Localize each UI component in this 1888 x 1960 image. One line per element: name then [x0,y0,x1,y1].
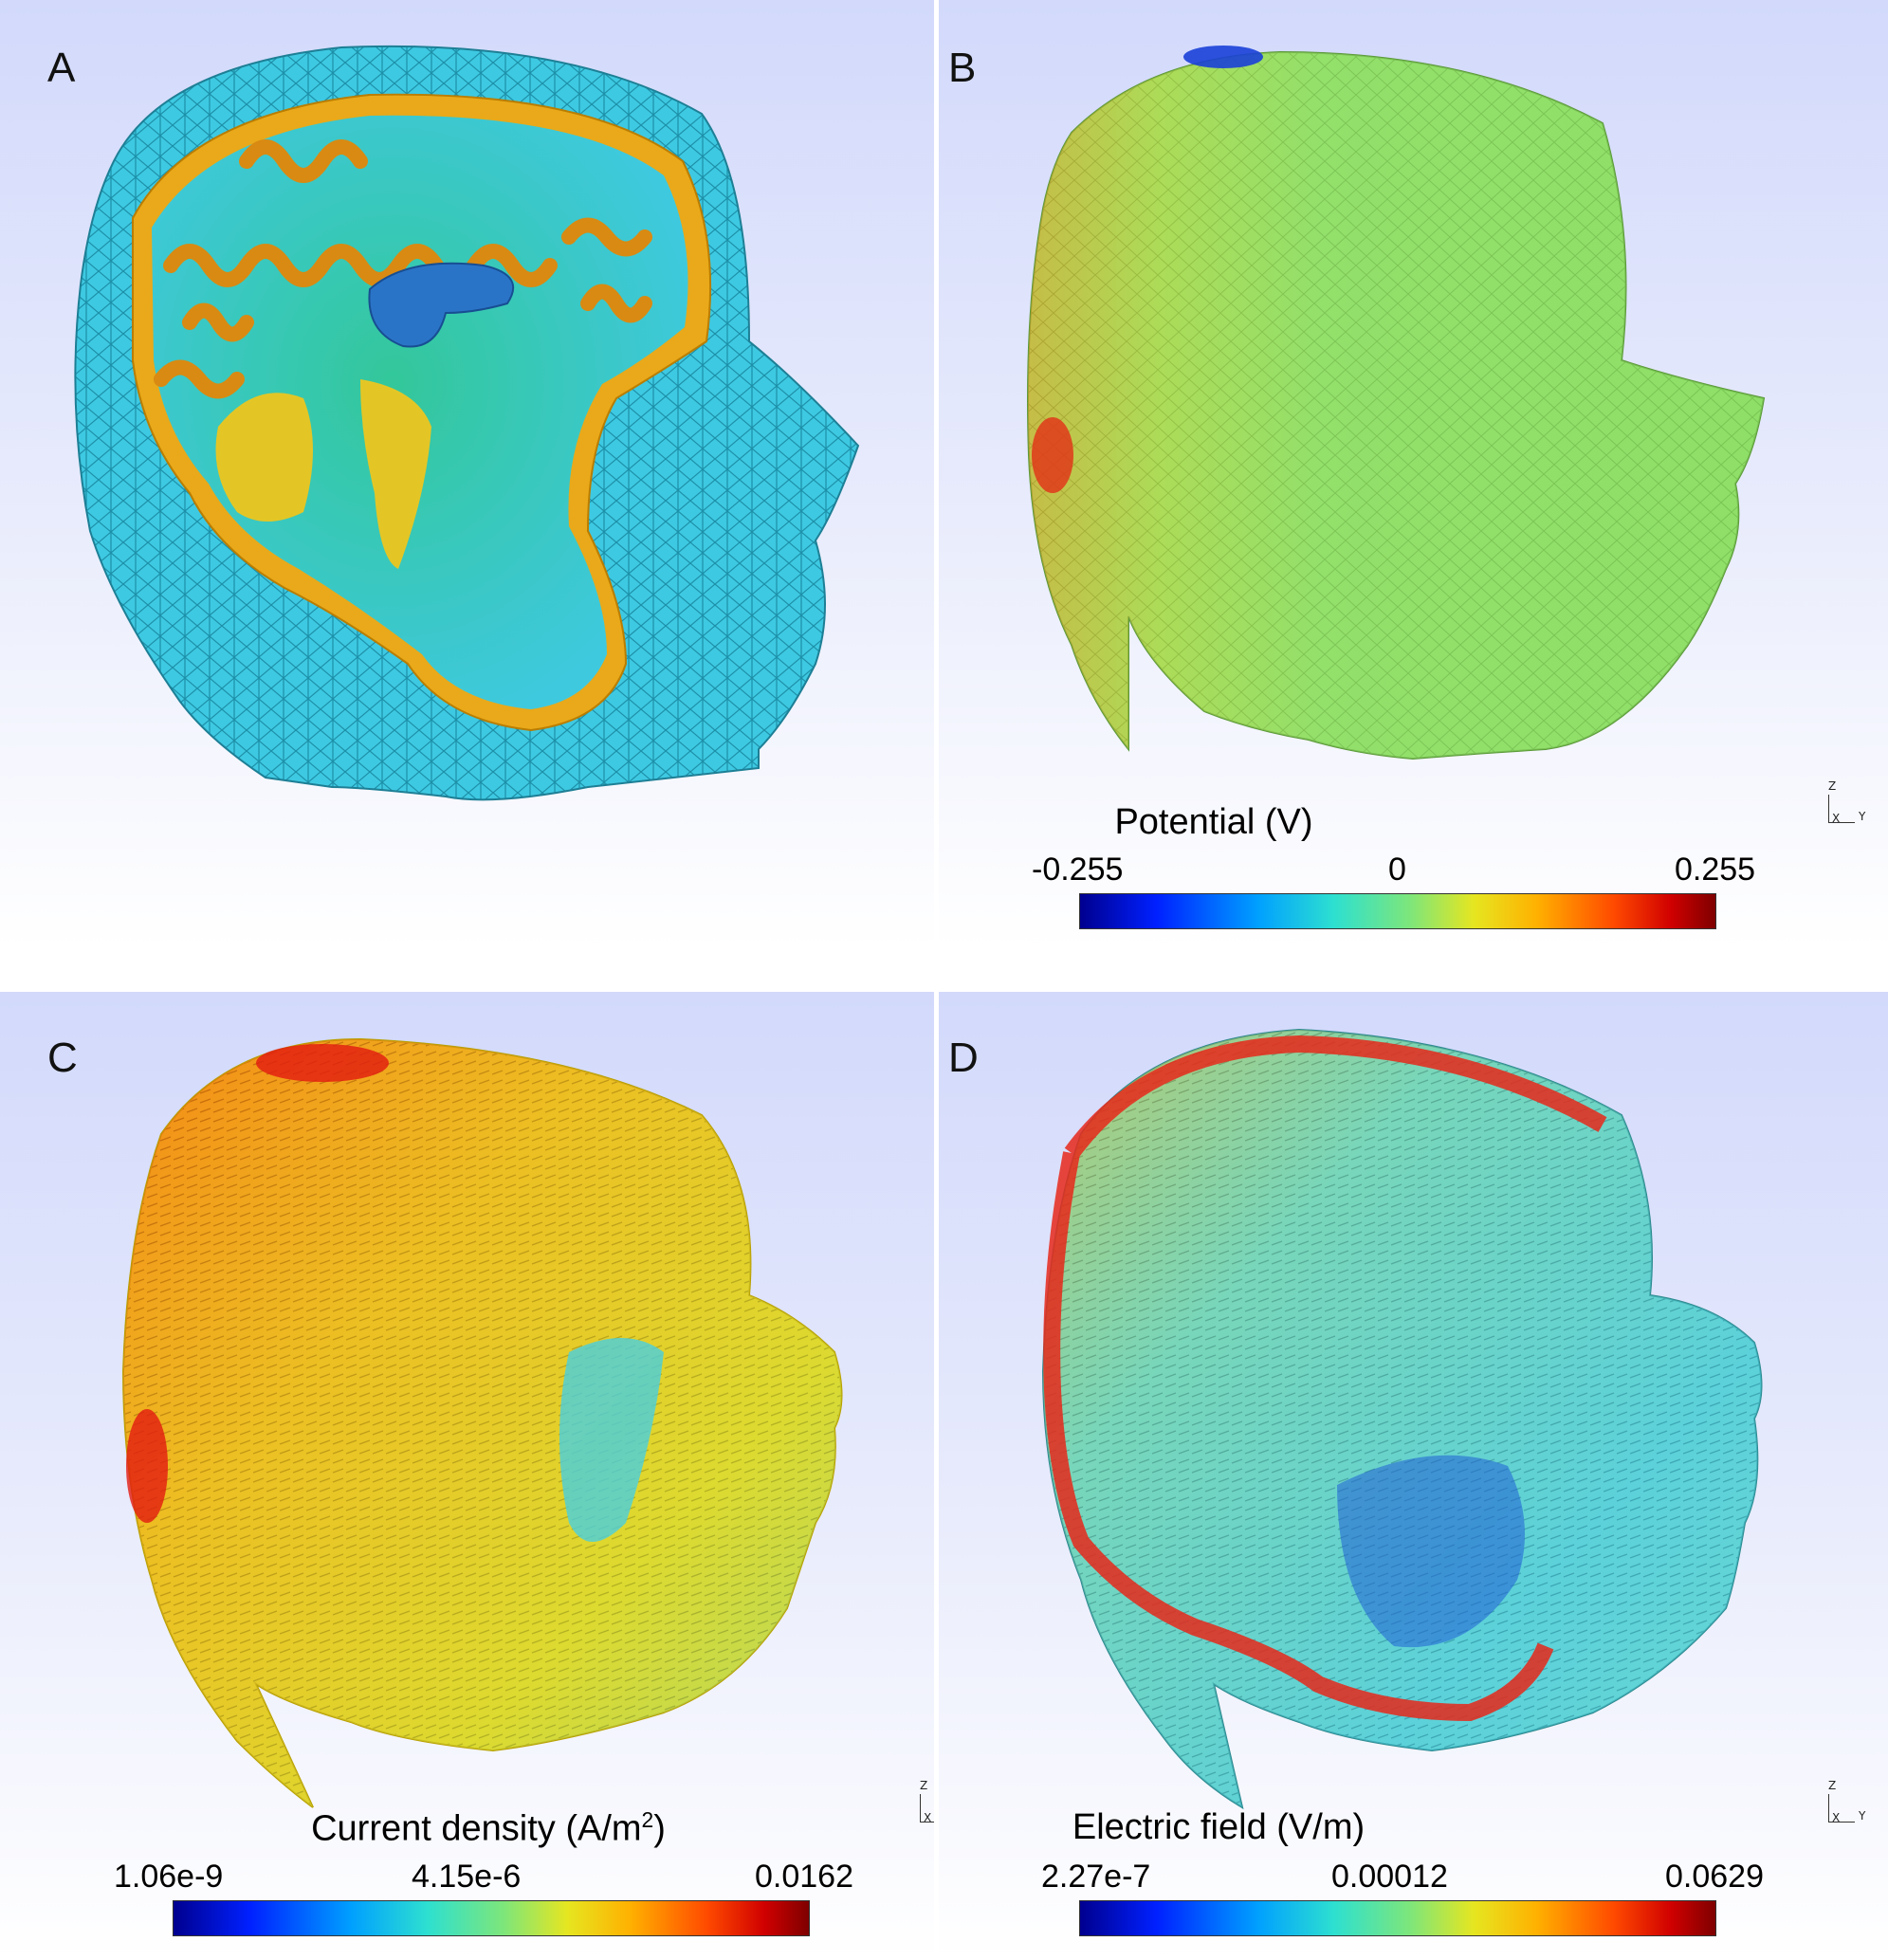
ventricle [368,262,515,348]
colorbar-title: Electric field (V/m) [1072,1807,1366,1847]
colorbar-mid-label: 4.15e-6 [412,1859,522,1895]
colorbar-max-label: 0.255 [1675,852,1756,888]
colorbar-gradient [1079,893,1716,929]
gray-matter-folds [154,139,652,399]
current-density-hotspot-top [256,1044,389,1082]
brainstem [360,379,431,569]
colorbar-title: Potential (V) [1114,802,1313,842]
panel-letter-d: D [948,1035,979,1081]
current-density-gradient-overlay [123,1039,842,1807]
electric-field-low-region [1337,1455,1525,1648]
axes-triad: Z XY [901,1775,934,1832]
colorbar-gradient [173,1900,810,1936]
head-mesh-sagittal [74,45,860,801]
panel-letter-c: C [47,1035,78,1081]
head-current-density [121,1037,843,1808]
panel-c: C Z XY Current density (A/m2) 1.06e-9 4.… [0,992,934,1960]
head-potential-map [1027,46,1766,760]
colorbar-mid-label: 0 [1388,852,1406,888]
colorbar-mid-label: 0.00012 [1331,1859,1448,1895]
colorbar-gradient [1079,1900,1716,1936]
panel-letter-a: A [47,45,76,91]
colorbar-min-label: 1.06e-9 [114,1859,224,1895]
colorbar-max-label: 0.0162 [755,1859,853,1895]
electric-field-skull-band [1043,1035,1607,1722]
panel-a: A [0,0,934,948]
cerebellum [215,393,313,522]
potential-gradient-overlay [1028,52,1764,759]
current-density-hotspot-back [126,1409,168,1523]
panel-letter-b: B [948,45,977,91]
colorbar-min-label: -0.255 [1032,852,1124,888]
potential-hotspot [1032,417,1073,493]
current-density-low-region [559,1338,664,1542]
electric-field-gradient-overlay [1043,1030,1762,1807]
colorbar-max-label: 0.0629 [1665,1859,1764,1895]
colorbar-min-label: 2.27e-7 [1041,1859,1151,1895]
head-electric-field [1041,1028,1763,1810]
potential-coldspot [1183,46,1263,68]
colorbar-title: Current density (A/m2) [311,1807,666,1849]
